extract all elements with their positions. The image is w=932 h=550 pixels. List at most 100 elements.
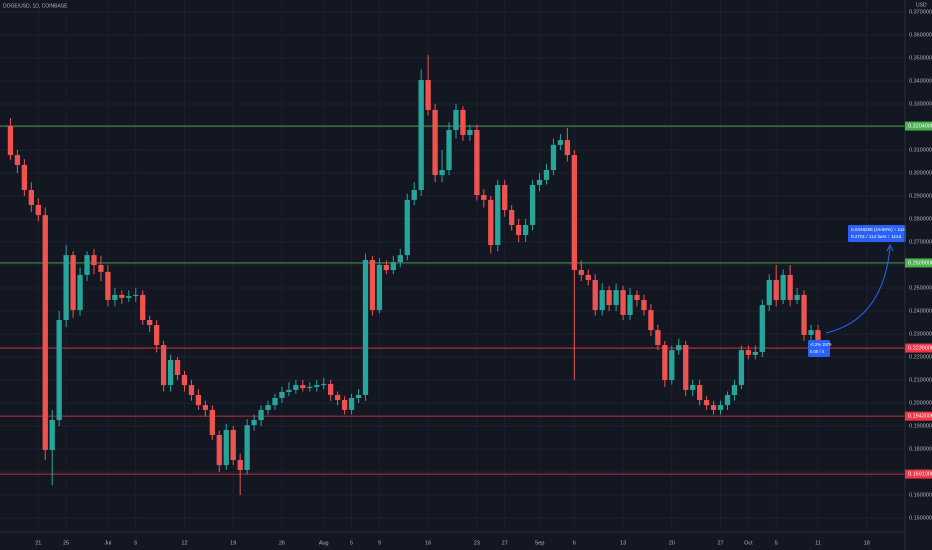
candle-body <box>710 405 717 410</box>
candle-body <box>258 409 264 421</box>
level-label: 0.3204000 <box>908 124 932 130</box>
candle-body <box>195 394 202 406</box>
candle-body <box>376 265 383 311</box>
candle-body <box>153 325 160 346</box>
candle-body <box>390 262 396 271</box>
x-tick-label: 11 <box>815 540 821 546</box>
candle-body <box>7 126 14 156</box>
candle-body <box>467 129 473 136</box>
candle-body <box>815 330 821 346</box>
candle-body <box>202 405 209 410</box>
level-label: 0.1691000 <box>908 472 932 478</box>
candle-body <box>676 345 682 351</box>
x-tick-label: 19 <box>230 540 236 546</box>
candle-body <box>133 294 139 297</box>
candle-body <box>307 386 313 389</box>
candle-body <box>209 409 215 435</box>
candle-body <box>481 195 487 200</box>
candle-body <box>550 144 557 170</box>
candle-body <box>181 374 188 386</box>
candle-body <box>655 330 661 346</box>
candle-body <box>599 290 605 311</box>
candle-body <box>717 405 724 410</box>
candle-body <box>696 385 703 401</box>
candle-body <box>648 310 654 331</box>
candle-body <box>474 129 480 196</box>
projection-arrow <box>825 246 891 334</box>
candle-body <box>669 350 675 381</box>
candle-body <box>348 397 355 410</box>
candle-body <box>286 389 292 392</box>
candle-body <box>502 184 508 211</box>
candle-body <box>543 169 550 180</box>
levels <box>0 125 905 475</box>
candle-body <box>460 109 466 136</box>
candle-body <box>126 296 132 298</box>
candle-body <box>216 434 222 466</box>
axis: 0.15000000.16000000.17000000.18000000.19… <box>35 9 932 546</box>
candle-body <box>641 299 647 311</box>
x-tick-label: 20 <box>669 540 675 546</box>
candle-body <box>98 265 104 272</box>
measure-text: 0.2701 / 114 bars ↑ 114d <box>851 234 902 239</box>
candle-body <box>592 279 598 311</box>
candle-body <box>167 360 174 386</box>
candle-body <box>522 224 529 236</box>
candle-body <box>265 405 271 410</box>
candle-body <box>515 224 522 236</box>
candle-body <box>397 255 403 263</box>
candle-body <box>703 400 710 406</box>
candle-body <box>662 345 668 381</box>
candle-body <box>683 345 689 390</box>
candle-body <box>794 294 800 300</box>
candle-body <box>160 345 167 386</box>
candle-body <box>314 385 320 387</box>
level-label: 0.2239000 <box>908 345 932 351</box>
x-tick-label: 21 <box>35 540 41 546</box>
candle-body <box>620 290 626 315</box>
candle-body <box>188 385 195 395</box>
x-tick-label: 12 <box>181 540 187 546</box>
candle-body <box>174 360 181 375</box>
x-tick-label: 18 <box>864 540 870 546</box>
candle-body <box>49 420 55 450</box>
level-tag <box>905 469 932 479</box>
candle-body <box>112 294 118 300</box>
candle-body <box>272 397 278 406</box>
candle-body <box>752 351 758 355</box>
candle-body <box>801 294 807 335</box>
x-tick-label: Jul <box>104 540 111 546</box>
candle-body <box>119 294 125 298</box>
candle-body <box>369 259 376 311</box>
x-tick-label: 27 <box>502 540 508 546</box>
candle-body <box>780 274 786 300</box>
x-tick-label: Sep <box>535 540 545 546</box>
candle-body <box>564 140 571 156</box>
candle-body <box>634 294 640 300</box>
candle-body <box>35 204 41 216</box>
position-box <box>808 340 830 357</box>
candle-body <box>230 429 236 461</box>
x-tick-label: 23 <box>474 540 480 546</box>
candle-body <box>14 155 21 165</box>
candle-body <box>77 274 83 311</box>
arrow-head <box>886 243 894 252</box>
candle-body <box>529 184 536 225</box>
candle-body <box>495 184 501 245</box>
level-tag <box>905 411 932 421</box>
candle-body <box>432 109 438 176</box>
x-tick-label: Oct <box>744 540 753 546</box>
candle-body <box>334 394 341 401</box>
candle-body <box>237 460 243 470</box>
measure-box <box>848 225 906 242</box>
level-label: 0.2609000 <box>908 260 932 266</box>
candle-body <box>690 385 696 390</box>
